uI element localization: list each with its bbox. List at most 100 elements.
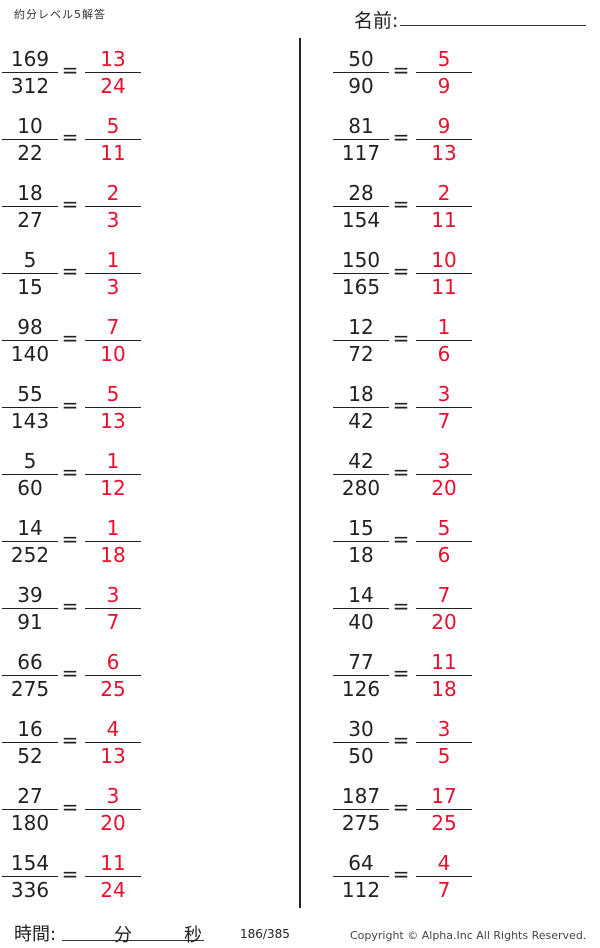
fraction-question: 30 50 <box>333 716 389 769</box>
answer-denominator: 18 <box>431 677 457 701</box>
numerator: 42 <box>333 448 389 475</box>
denominator: 312 <box>10 74 50 98</box>
answer-numerator: 7 <box>416 582 472 609</box>
answer-numerator: 2 <box>416 180 472 207</box>
equals-sign: = <box>61 527 79 551</box>
fraction-question: 14 252 <box>2 515 58 568</box>
problem-row: 169 312 = 13 24 <box>2 46 152 102</box>
numerator: 150 <box>333 247 389 274</box>
equals-sign: = <box>392 125 410 149</box>
answer-denominator: 20 <box>431 610 457 634</box>
problem-row: 50 90 = 5 9 <box>333 46 483 102</box>
answer-numerator: 17 <box>416 783 472 810</box>
answer-numerator: 5 <box>416 46 472 73</box>
equals-sign: = <box>392 326 410 350</box>
column-divider <box>299 38 301 908</box>
fraction-question: 64 112 <box>333 850 389 903</box>
problem-row: 77 126 = 11 18 <box>333 649 483 705</box>
numerator: 154 <box>2 850 58 877</box>
minutes-label: 分 <box>114 925 132 946</box>
answer-numerator: 4 <box>85 716 141 743</box>
answer-numerator: 5 <box>416 515 472 542</box>
numerator: 27 <box>2 783 58 810</box>
fraction-question: 39 91 <box>2 582 58 635</box>
denominator: 112 <box>341 878 381 902</box>
numerator: 77 <box>333 649 389 676</box>
problem-row: 39 91 = 3 7 <box>2 582 152 638</box>
answer-denominator: 10 <box>100 342 126 366</box>
name-label: 名前: <box>354 10 399 32</box>
denominator: 140 <box>10 342 50 366</box>
fraction-answer: 10 11 <box>416 247 472 300</box>
numerator: 18 <box>2 180 58 207</box>
answer-denominator: 7 <box>437 409 451 433</box>
numerator: 16 <box>2 716 58 743</box>
answer-numerator: 3 <box>416 448 472 475</box>
fraction-answer: 6 25 <box>85 649 141 702</box>
answer-denominator: 6 <box>437 543 451 567</box>
problem-row: 15 18 = 5 6 <box>333 515 483 571</box>
problem-row: 18 42 = 3 7 <box>333 381 483 437</box>
answer-denominator: 13 <box>100 744 126 768</box>
denominator: 72 <box>348 342 374 366</box>
answer-denominator: 3 <box>106 275 120 299</box>
numerator: 14 <box>2 515 58 542</box>
answer-numerator: 5 <box>85 381 141 408</box>
fraction-answer: 1 12 <box>85 448 141 501</box>
problem-row: 14 40 = 7 20 <box>333 582 483 638</box>
problem-row: 30 50 = 3 5 <box>333 716 483 772</box>
copyright: Copyright © Alpha.Inc All Rights Reserve… <box>350 929 587 942</box>
fraction-question: 77 126 <box>333 649 389 702</box>
numerator: 39 <box>2 582 58 609</box>
answer-denominator: 9 <box>437 74 451 98</box>
fraction-question: 12 72 <box>333 314 389 367</box>
worksheet-title: 約分レベル5解答 <box>14 8 106 21</box>
problem-row: 18 27 = 2 3 <box>2 180 152 236</box>
numerator: 5 <box>2 247 58 274</box>
answer-numerator: 9 <box>416 113 472 140</box>
answer-denominator: 24 <box>100 74 126 98</box>
problem-row: 5 60 = 1 12 <box>2 448 152 504</box>
problem-row: 28 154 = 2 11 <box>333 180 483 236</box>
answer-numerator: 11 <box>85 850 141 877</box>
answer-denominator: 11 <box>100 141 126 165</box>
answer-denominator: 20 <box>431 476 457 500</box>
fraction-question: 18 42 <box>333 381 389 434</box>
equals-sign: = <box>61 460 79 484</box>
equals-sign: = <box>61 393 79 417</box>
problem-row: 81 117 = 9 13 <box>333 113 483 169</box>
numerator: 14 <box>333 582 389 609</box>
answer-denominator: 25 <box>431 811 457 835</box>
denominator: 275 <box>341 811 381 835</box>
numerator: 66 <box>2 649 58 676</box>
equals-sign: = <box>61 125 79 149</box>
answer-denominator: 11 <box>431 208 457 232</box>
answer-denominator: 13 <box>100 409 126 433</box>
fraction-answer: 3 20 <box>416 448 472 501</box>
fraction-question: 16 52 <box>2 716 58 769</box>
denominator: 280 <box>341 476 381 500</box>
fraction-question: 187 275 <box>333 783 389 836</box>
problem-row: 16 52 = 4 13 <box>2 716 152 772</box>
answer-numerator: 3 <box>85 582 141 609</box>
equals-sign: = <box>61 259 79 283</box>
problem-row: 12 72 = 1 6 <box>333 314 483 370</box>
fraction-question: 27 180 <box>2 783 58 836</box>
denominator: 42 <box>348 409 374 433</box>
answer-numerator: 3 <box>416 381 472 408</box>
equals-sign: = <box>392 862 410 886</box>
answer-numerator: 1 <box>416 314 472 341</box>
time-field-line <box>62 940 204 941</box>
answer-numerator: 3 <box>416 716 472 743</box>
denominator: 60 <box>17 476 43 500</box>
equals-sign: = <box>392 393 410 417</box>
equals-sign: = <box>61 728 79 752</box>
numerator: 81 <box>333 113 389 140</box>
problem-row: 150 165 = 10 11 <box>333 247 483 303</box>
problem-row: 42 280 = 3 20 <box>333 448 483 504</box>
fraction-question: 150 165 <box>333 247 389 300</box>
